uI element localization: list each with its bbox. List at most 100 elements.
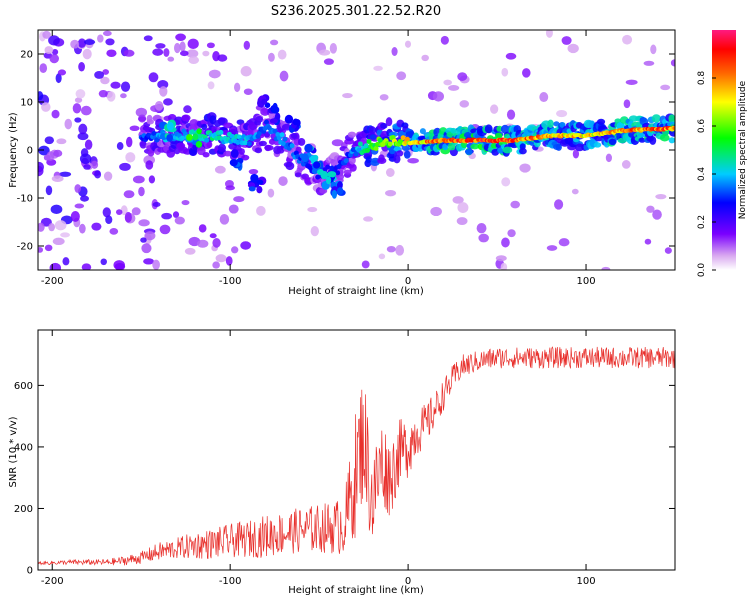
spectrogram-cell <box>421 54 429 62</box>
spectrogram-x-tick-label: -100 <box>219 276 242 287</box>
spectrogram-cell <box>218 129 224 135</box>
spectrogram-cell <box>79 153 92 165</box>
spectrogram-cell <box>301 153 309 163</box>
spectrogram-cell <box>490 142 498 149</box>
spectrogram-cell <box>196 239 209 248</box>
spectrogram-cell <box>155 43 166 49</box>
spectrogram-cell <box>74 117 82 123</box>
spectrogram-cell <box>403 150 411 159</box>
spectrogram-cell <box>502 146 513 154</box>
spectrogram-cell <box>505 52 517 60</box>
colorbar-tick-label: 0.8 <box>697 71 707 86</box>
spectrogram-cell <box>148 72 159 83</box>
snr-y-tick-label: 0 <box>27 566 33 577</box>
spectrogram-cell <box>146 119 154 125</box>
spectrogram-cell <box>180 50 189 57</box>
spectrogram-cell <box>163 48 170 57</box>
spectrogram-cell <box>189 129 195 135</box>
spectrogram-cell <box>230 149 239 158</box>
spectrogram-cell <box>186 49 199 58</box>
spectrogram-cell <box>290 133 297 139</box>
spectrogram-cell <box>267 188 275 198</box>
spectrogram-cell <box>82 48 92 60</box>
spectrogram-cell <box>279 70 289 82</box>
colorbar: 0.0 0.2 0.4 0.6 0.8 Normalized spectral ampl… <box>697 30 748 277</box>
spectrogram-cell <box>385 117 393 127</box>
spectrogram-cell <box>269 118 278 124</box>
spectrogram-cell <box>510 200 521 209</box>
spectrogram-cell <box>91 222 102 231</box>
spectrogram-cell <box>131 207 141 216</box>
spectrogram-cell <box>202 151 210 158</box>
spectrogram-cell <box>100 258 107 266</box>
spectrogram-cell <box>206 140 213 148</box>
spectrogram-cell <box>465 148 473 156</box>
spectrogram-cell <box>490 104 499 114</box>
spectrogram-cell <box>279 132 285 138</box>
spectrogram-cell <box>208 69 221 79</box>
spectrogram-cell <box>292 118 299 126</box>
spectrogram-cell <box>109 228 119 235</box>
snr-panel: -200 -100 0 100 0 200 400 600 Height of straig… <box>8 329 676 596</box>
spectrogram-cell <box>223 150 233 157</box>
spectrogram-cell <box>307 207 318 213</box>
spectrogram-cell <box>261 98 268 105</box>
spectrogram-cell <box>668 137 675 144</box>
spectrogram-cell <box>522 68 531 78</box>
snr-x-tick-label: 100 <box>576 576 595 587</box>
spectrogram-cell <box>188 56 200 64</box>
spectrogram-cell <box>187 38 199 50</box>
spectrogram-cell <box>74 97 83 103</box>
spectrogram-cell <box>331 139 344 147</box>
colorbar-label: Normalized spectral amplitude <box>738 80 748 219</box>
snr-frame <box>37 329 676 571</box>
spectrogram-heatmap <box>38 30 675 270</box>
spectrogram-cell <box>179 135 185 141</box>
spectrogram-cell <box>404 136 410 142</box>
spectrogram-cell <box>183 105 192 114</box>
spectrogram-cell <box>38 91 44 101</box>
spectrogram-cell <box>315 174 321 180</box>
spectrogram-cell <box>38 165 44 177</box>
spectrogram-cell <box>325 164 331 170</box>
snr-x-tick-label: 0 <box>405 576 411 587</box>
spectrogram-cell <box>597 118 606 125</box>
spectrogram-cell <box>385 189 397 197</box>
spectrogram-cell <box>242 140 248 146</box>
spectrogram-cell <box>325 176 332 185</box>
spectrogram-cell <box>74 203 85 209</box>
spectrogram-cell <box>202 50 210 57</box>
spectrogram-cell <box>476 223 487 234</box>
spectrogram-cell <box>256 205 266 216</box>
snr-x-ticks: -200 -100 0 100 <box>41 330 596 587</box>
spectrogram-cell <box>396 150 404 157</box>
spectrogram-cell <box>342 92 353 99</box>
spectrogram-cell <box>478 233 489 243</box>
spectrogram-cell <box>152 259 160 270</box>
colorbar-gradient <box>712 30 736 270</box>
spectrogram-cell <box>459 100 470 108</box>
spectrogram-cell <box>51 175 64 182</box>
spectrogram-cell <box>154 137 160 143</box>
spectrogram-x-tick-label: -200 <box>41 276 64 287</box>
spectrogram-cell <box>470 143 480 150</box>
spectrogram-cell <box>83 164 91 170</box>
spectrogram-cell <box>152 201 161 208</box>
spectrogram-cell <box>649 135 657 145</box>
spectrogram-cell <box>234 82 241 93</box>
spectrogram-cell <box>377 137 383 143</box>
snr-y-tick-label: 600 <box>14 381 33 392</box>
spectrogram-cell <box>622 34 633 45</box>
spectrogram-cell <box>556 109 568 118</box>
spectrogram-cell <box>378 154 385 163</box>
spectrogram-cell <box>114 262 126 270</box>
snr-y-tick-label: 200 <box>14 504 33 515</box>
spectrogram-cell <box>225 256 233 266</box>
spectrogram-cell <box>60 232 70 238</box>
spectrogram-cell <box>320 171 329 180</box>
spectrogram-cell <box>553 121 560 127</box>
spectrogram-y-tick-label: 10 <box>20 98 33 109</box>
spectrogram-cell <box>102 207 111 218</box>
spectrogram-cell <box>311 168 319 175</box>
spectrogram-cell <box>500 262 508 270</box>
